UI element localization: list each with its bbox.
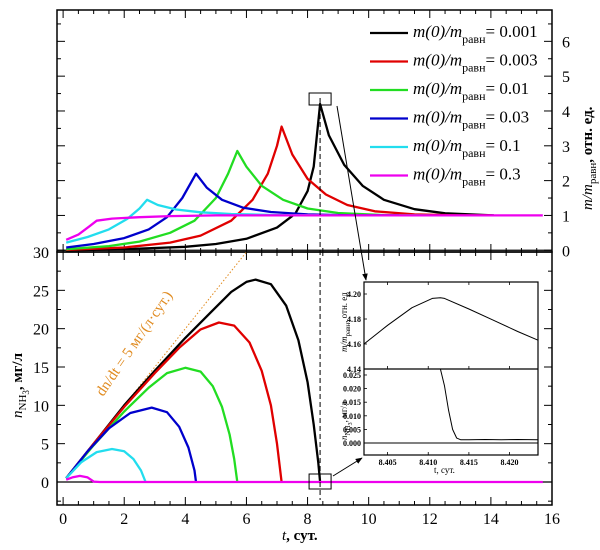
bottom-series-m-0-m-0-003 [65, 321, 283, 483]
top-series-0-03 [66, 172, 400, 249]
legend-item: m(0)/mравн= 0.3 [370, 165, 521, 189]
top-panel: 0 1 2 3 4 5 6 m(0)/mравн= 0.001 m(0)/mравн= 0.00… [56, 9, 570, 260]
top-series-0-003 [66, 125, 491, 252]
x-axis-title: t, сут. [282, 528, 318, 544]
top-series-0-3 [65, 214, 543, 241]
bottom-series-m-0-m-0-001 [65, 278, 322, 483]
bottom-series-m-0-m-0-3 [65, 474, 543, 484]
inset-x-tick-label: 8.405 [379, 458, 397, 467]
inset-bottom-tick-label: 0.015 [343, 398, 361, 407]
top-series-0-001 [66, 102, 494, 252]
top-y-tick-label: 3 [562, 139, 570, 156]
inset-x-tick-label: 8.420 [501, 458, 519, 467]
top-y-tick-label: 5 [562, 69, 570, 86]
zoom-arrow-top [336, 105, 368, 281]
bottom-series-m-0-m-0-1 [65, 447, 147, 483]
inset-bottom-tick-label: 0.010 [343, 412, 361, 421]
inset-bottom-tick-label: 0.020 [343, 385, 361, 394]
inset-x-tick-label: 8.410 [419, 458, 437, 467]
x-tick-label: 12 [422, 511, 438, 528]
inset-bottom-tick-label: 0.000 [343, 439, 361, 448]
x-tick-label: 16 [544, 511, 560, 528]
top-series-0-01 [66, 149, 430, 251]
legend-item: m(0)/mравн= 0.1 [370, 136, 521, 160]
overlay [308, 92, 368, 500]
bottom-series-m-0-m-0-03 [65, 406, 198, 483]
legend-item: m(0)/mравн= 0.01 [370, 79, 529, 103]
legend-label: m(0)/mравн= 0.001 [413, 22, 538, 46]
top-y-tick-label: 0 [562, 243, 570, 260]
x-tick-label: 8 [304, 511, 312, 528]
inset-top-tick-label: 4.16 [347, 340, 361, 349]
top-series-0-1 [65, 198, 339, 244]
bottom-y-tick-label: 25 [33, 283, 49, 300]
zoom-arrow-bottom [332, 457, 363, 477]
legend-item: m(0)/mравн= 0.003 [370, 51, 538, 75]
top-y-tick-label: 6 [562, 34, 570, 51]
bottom-y-tick-label: 20 [33, 322, 49, 339]
bottom-panel: 0 5 10 15 20 25 30 0 2 4 6 8 10 12 14 16 [33, 245, 560, 528]
top-y-tick-label: 2 [562, 174, 570, 191]
bottom-y-tick-label: 30 [33, 245, 49, 262]
x-tick-label: 2 [120, 511, 128, 528]
legend-label: m(0)/mравн= 0.01 [413, 79, 529, 103]
inset-bottom-series-m-0-m-0-001 [439, 368, 539, 441]
bottom-y-axis-title: nNH3, мг/л [10, 352, 31, 418]
x-tick-label: 10 [361, 511, 377, 528]
top-y-tick-label: 1 [562, 208, 570, 225]
inset-bottom-tick-label: 0.005 [343, 425, 361, 434]
bottom-y-tick-label: 15 [33, 360, 49, 377]
bottom-y-tick-label: 5 [41, 437, 49, 454]
bottom-plot-frame [56, 251, 553, 506]
inset-top-series-m-0-m-0-001 [363, 297, 539, 345]
top-y-axis-title: m/mравн, отн. ед. [580, 106, 599, 210]
inset-bottom-tick-label: 0.025 [343, 371, 361, 380]
inset-top-tick-label: 4.18 [347, 315, 361, 324]
slope-annotation: dn/dt = 5 мг/(л·сут.) [93, 288, 176, 399]
legend-label: m(0)/mравн= 0.003 [413, 51, 538, 75]
inset-x-tick-label: 8.415 [460, 458, 478, 467]
slope-reference-line [65, 251, 247, 479]
x-tick-label: 6 [242, 511, 250, 528]
bottom-series-m-0-m-0-01 [65, 366, 239, 483]
zoom-box-bottom [308, 473, 332, 490]
inset-top-y-title: m/mравн, отн. ед [339, 292, 352, 352]
legend-label: m(0)/mравн= 0.03 [413, 108, 529, 132]
inset-bottom-y-title: nNH3, мг/л [339, 401, 354, 440]
x-tick-label: 4 [181, 511, 189, 528]
top-y-tick-label: 4 [562, 104, 570, 121]
legend-label: m(0)/mравн= 0.3 [413, 165, 521, 189]
legend-item: m(0)/mравн= 0.001 [370, 22, 538, 46]
bottom-y-tick-label: 10 [33, 398, 49, 415]
inset-top-tick-label: 4.20 [347, 290, 361, 299]
x-tick-label: 0 [59, 511, 67, 528]
zoom-box-top [308, 92, 332, 106]
inset-x-title: t, сут. [434, 465, 455, 475]
legend-label: m(0)/mравн= 0.1 [413, 136, 521, 160]
inset-panel: 4.14 4.16 4.18 4.20 0.000 0.005 0.010 0.015 0.02… [343, 281, 539, 467]
legend-item: m(0)/mравн= 0.03 [370, 108, 529, 132]
x-tick-label: 14 [483, 511, 499, 528]
bottom-y-tick-label: 0 [41, 475, 49, 492]
inset-top-tick-label: 4.14 [347, 365, 361, 374]
